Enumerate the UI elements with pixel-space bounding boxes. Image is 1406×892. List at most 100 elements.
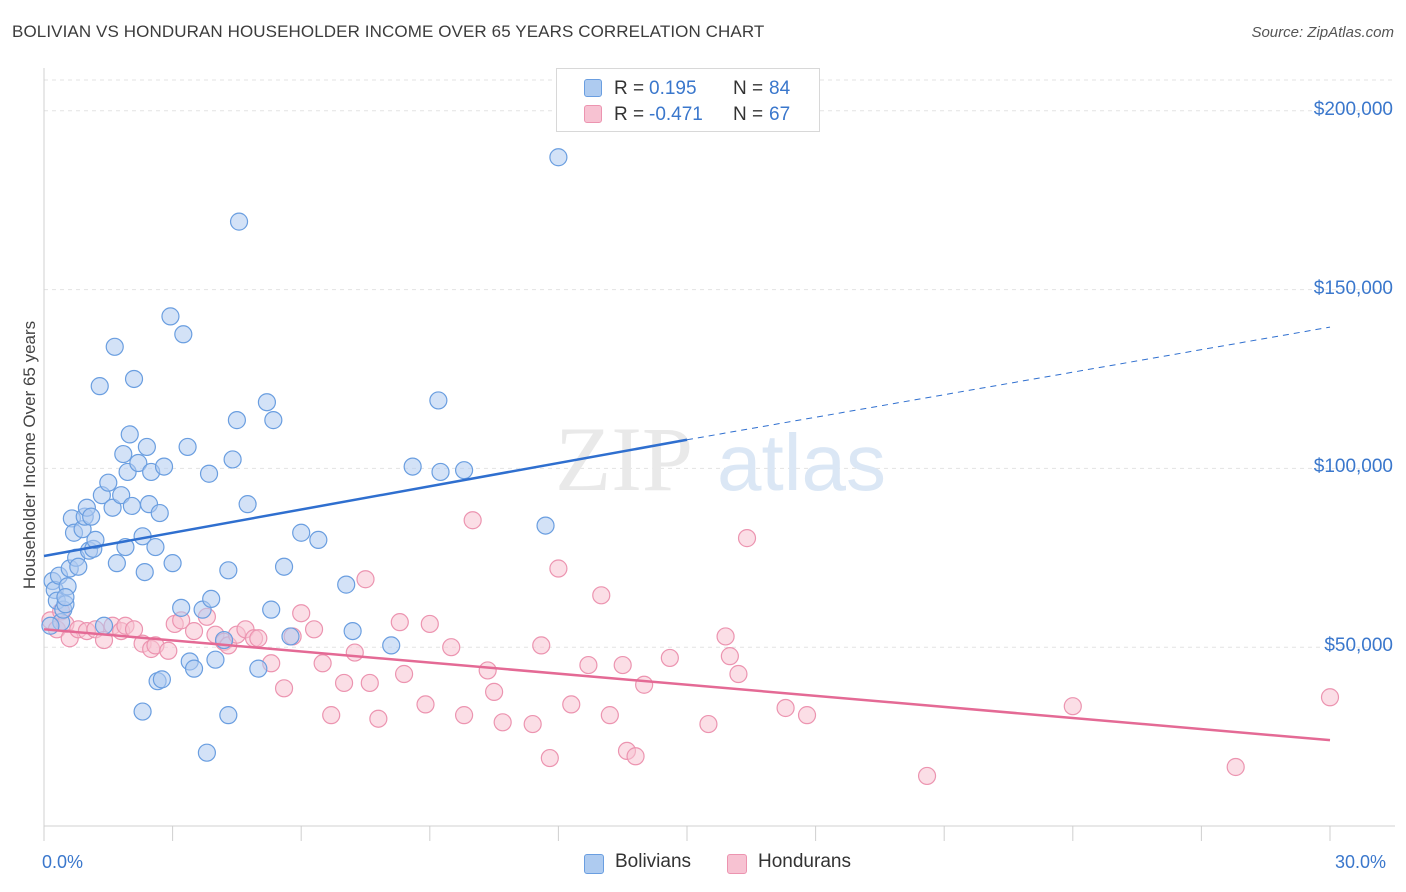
bolivian-point[interactable] — [172, 598, 191, 617]
honduran-point[interactable] — [345, 643, 364, 662]
honduran-point[interactable] — [322, 706, 341, 725]
honduran-point[interactable] — [699, 714, 718, 734]
honduran-point[interactable] — [485, 682, 504, 701]
bolivian-point[interactable] — [152, 670, 171, 689]
honduran-point[interactable] — [184, 621, 204, 641]
bolivian-point[interactable] — [86, 530, 105, 550]
bolivian-point[interactable] — [184, 659, 204, 678]
bolivian-point[interactable] — [69, 557, 88, 576]
honduran-point[interactable] — [313, 654, 332, 673]
honduran-point[interactable] — [304, 620, 324, 639]
bolivian-point[interactable] — [343, 621, 362, 641]
honduran-point[interactable] — [334, 673, 354, 693]
bolivian-point[interactable] — [454, 461, 474, 480]
bolivian-point[interactable] — [536, 516, 555, 535]
bolivian-point[interactable] — [274, 557, 294, 576]
honduran-point[interactable] — [394, 664, 414, 684]
bolivian-point[interactable] — [146, 537, 165, 557]
bolivian-point[interactable] — [135, 562, 154, 582]
bolivian-point[interactable] — [219, 561, 238, 580]
bolivian-point[interactable] — [281, 627, 300, 646]
bolivian-point[interactable] — [403, 457, 422, 476]
honduran-point[interactable] — [454, 706, 474, 725]
honduran-point[interactable] — [292, 604, 311, 623]
bolivian-point[interactable] — [114, 444, 133, 464]
bolivian-point[interactable] — [257, 393, 277, 412]
honduran-point[interactable] — [797, 706, 817, 725]
honduran-point[interactable] — [635, 675, 654, 694]
bolivian-point[interactable] — [99, 473, 118, 492]
honduran-point[interactable] — [1226, 757, 1245, 777]
bolivian-point[interactable] — [382, 636, 401, 655]
bolivian-point[interactable] — [549, 148, 568, 167]
bolivian-point[interactable] — [238, 495, 257, 514]
honduran-point[interactable] — [1320, 688, 1340, 707]
honduran-point[interactable] — [579, 655, 598, 675]
honduran-point[interactable] — [1063, 697, 1082, 716]
honduran-point[interactable] — [532, 636, 551, 655]
honduran-point[interactable] — [478, 661, 497, 680]
honduran-point[interactable] — [549, 559, 568, 578]
honduran-point[interactable] — [613, 655, 632, 675]
honduran-point[interactable] — [416, 695, 435, 714]
bolivian-point[interactable] — [229, 212, 249, 231]
bolivian-point[interactable] — [129, 453, 148, 473]
honduran-point[interactable] — [523, 714, 542, 734]
honduran-point[interactable] — [159, 641, 178, 660]
honduran-point[interactable] — [540, 748, 559, 768]
bolivian-point[interactable] — [124, 369, 144, 389]
honduran-point[interactable] — [356, 570, 375, 589]
bolivian-point[interactable] — [133, 702, 152, 721]
honduran-point[interactable] — [720, 647, 739, 666]
bolivian-point[interactable] — [431, 462, 450, 482]
honduran-point[interactable] — [562, 695, 581, 714]
honduran-point[interactable] — [600, 706, 619, 725]
honduran-point[interactable] — [493, 713, 512, 732]
honduran-point[interactable] — [592, 586, 611, 605]
bolivian-point[interactable] — [122, 496, 141, 516]
bolivian-point[interactable] — [292, 523, 311, 542]
bolivian-point[interactable] — [227, 411, 246, 430]
honduran-point[interactable] — [463, 511, 482, 530]
honduran-point[interactable] — [420, 614, 439, 634]
honduran-point[interactable] — [442, 638, 461, 657]
bolivian-point[interactable] — [150, 503, 169, 523]
bolivian-point[interactable] — [202, 589, 221, 609]
bolivian-point[interactable] — [105, 337, 124, 356]
bolivian-point[interactable] — [107, 554, 126, 573]
bolivian-point[interactable] — [103, 498, 122, 517]
bolivian-point[interactable] — [262, 600, 281, 619]
bolivian-point[interactable] — [337, 575, 356, 594]
bolivian-point[interactable] — [120, 425, 139, 444]
bolivian-point[interactable] — [174, 325, 193, 344]
honduran-point[interactable] — [776, 698, 795, 718]
bolivian-point[interactable] — [206, 650, 225, 669]
bolivian-point[interactable] — [56, 588, 75, 607]
bolivian-point[interactable] — [223, 450, 242, 469]
bolivian-point[interactable] — [41, 616, 60, 635]
bolivian-point[interactable] — [154, 457, 174, 476]
honduran-point[interactable] — [249, 629, 268, 648]
bolivian-point[interactable] — [264, 411, 283, 430]
bolivian-point[interactable] — [429, 391, 448, 410]
bolivian-point[interactable] — [161, 307, 180, 326]
bolivian-point[interactable] — [163, 554, 182, 573]
bolivian-point[interactable] — [178, 437, 197, 457]
bolivian-point[interactable] — [249, 659, 268, 678]
bolivian-point[interactable] — [94, 616, 114, 635]
honduran-point[interactable] — [360, 673, 379, 693]
honduran-point[interactable] — [369, 709, 388, 728]
honduran-point[interactable] — [660, 648, 679, 668]
bolivian-point[interactable] — [197, 743, 216, 762]
honduran-point[interactable] — [716, 627, 735, 646]
bolivian-point[interactable] — [90, 377, 109, 396]
honduran-point[interactable] — [729, 664, 748, 684]
bolivian-point[interactable] — [309, 530, 328, 550]
bolivian-point[interactable] — [82, 507, 101, 526]
honduran-point[interactable] — [626, 747, 645, 766]
honduran-point[interactable] — [274, 679, 294, 698]
bolivian-point[interactable] — [199, 464, 219, 483]
honduran-point[interactable] — [390, 613, 409, 632]
honduran-point[interactable] — [917, 766, 937, 786]
bolivian-point[interactable] — [112, 486, 131, 505]
